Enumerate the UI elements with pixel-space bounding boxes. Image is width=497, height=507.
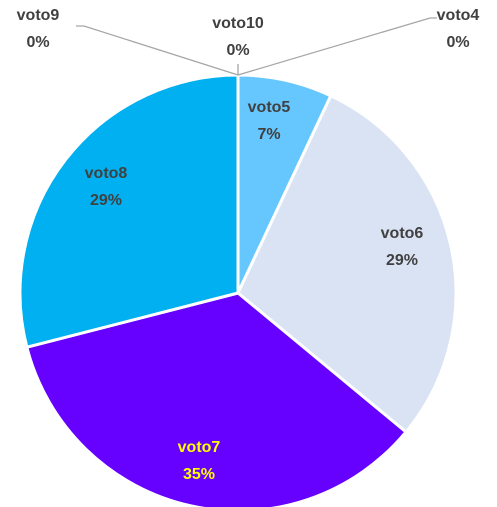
data-label-name: voto8: [85, 165, 128, 182]
data-labels: voto40%voto57%voto629%voto735%voto829%vo…: [17, 7, 480, 483]
data-label-percent: 35%: [183, 466, 215, 483]
data-label-percent: 0%: [226, 42, 249, 59]
leader-lines: [76, 17, 437, 76]
pie-slice-voto7: [25, 291, 408, 507]
data-label-percent: 0%: [446, 34, 469, 51]
pie-slice-voto6: [236, 94, 458, 434]
data-label-percent: 7%: [257, 126, 280, 143]
data-label-name: voto4: [437, 7, 480, 24]
data-label-percent: 0%: [26, 34, 49, 51]
data-label-voto8: voto8 29%: [85, 165, 128, 209]
pie-slices: [18, 73, 458, 507]
data-label-percent: 29%: [90, 192, 122, 209]
data-label-name: voto7: [178, 439, 221, 456]
data-label-voto7: voto7 35%: [178, 439, 221, 483]
leader-line-voto4: [237, 17, 437, 76]
data-label-voto6: voto6 29%: [381, 225, 424, 269]
data-label-name: voto9: [17, 7, 60, 24]
data-label-voto4: voto4 0%: [437, 7, 480, 51]
data-label-voto5: voto5 7%: [248, 99, 291, 143]
data-label-voto10: voto10 0%: [212, 15, 264, 59]
pie-slice-voto8: [18, 73, 240, 349]
data-label-name: voto5: [248, 99, 291, 116]
leader-line-voto9: [76, 25, 239, 76]
data-label-voto9: voto9 0%: [17, 7, 60, 51]
data-label-percent: 29%: [386, 252, 418, 269]
data-label-name: voto6: [381, 225, 424, 242]
data-label-name: voto10: [212, 15, 264, 32]
